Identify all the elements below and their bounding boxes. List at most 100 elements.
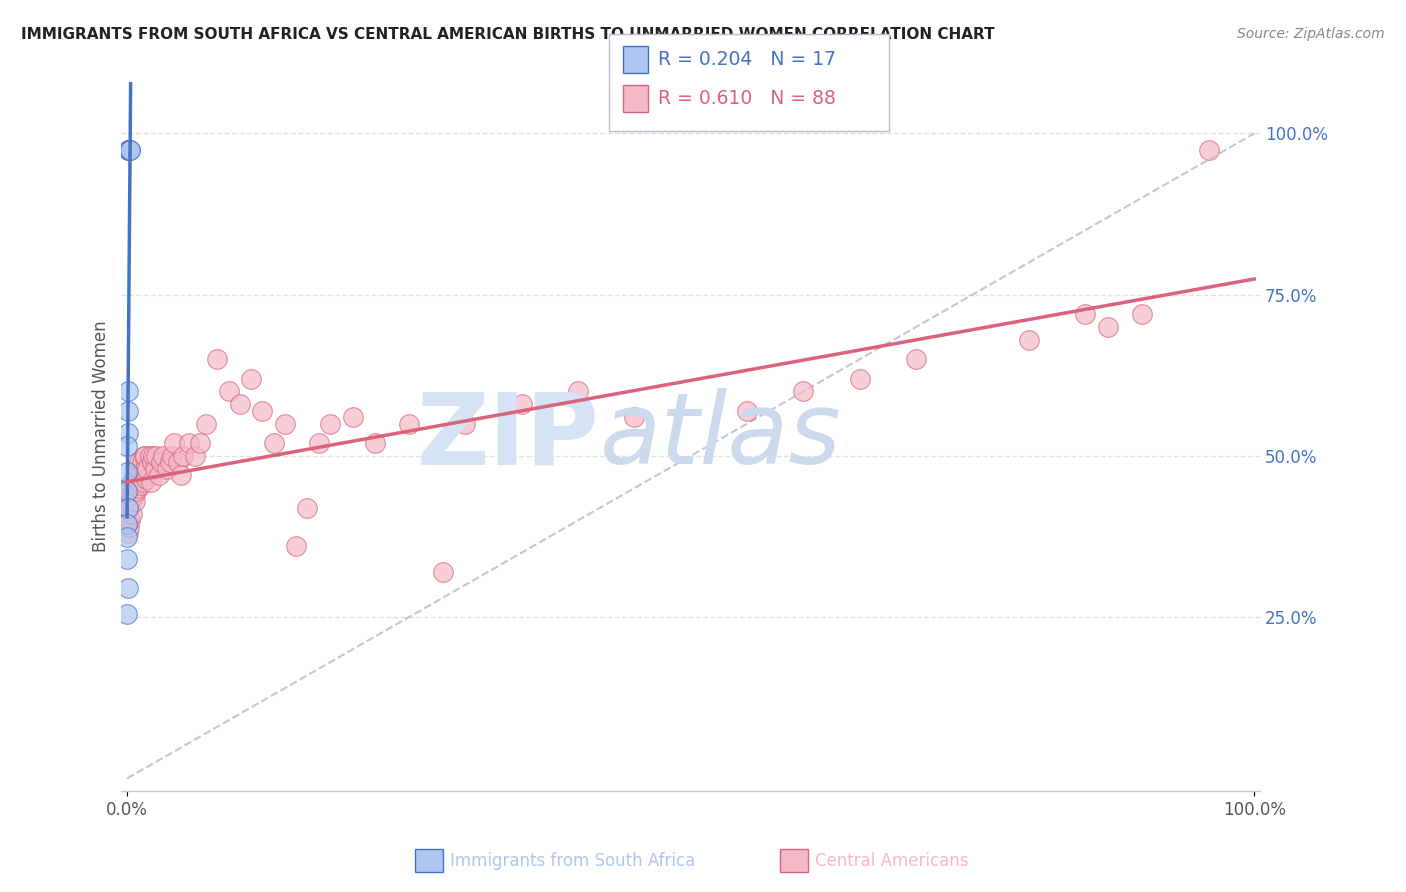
Point (142, 449, 165, 463)
Point (118, 143, 141, 157)
Point (115, 465, 138, 479)
Point (218, 384, 240, 399)
Point (567, 384, 589, 399)
Point (115, 552, 138, 566)
Text: R = 0.204   N = 17: R = 0.204 N = 17 (658, 50, 837, 70)
Point (115, 516, 138, 531)
Point (129, 478, 152, 492)
Point (115, 484, 138, 499)
Point (342, 410, 364, 425)
Point (159, 455, 181, 469)
Point (127, 478, 149, 492)
Point (132, 468, 155, 483)
Point (160, 449, 183, 463)
Point (117, 500, 139, 515)
Point (188, 436, 211, 450)
Point (120, 143, 142, 157)
Point (177, 436, 200, 450)
Point (117, 500, 139, 515)
Point (1198, 143, 1220, 157)
Point (118, 488, 141, 502)
Point (623, 410, 645, 425)
Text: R = 0.610   N = 88: R = 0.610 N = 88 (658, 88, 837, 108)
Text: Source: ZipAtlas.com: Source: ZipAtlas.com (1237, 27, 1385, 41)
Point (364, 436, 387, 450)
Point (132, 475, 155, 489)
Point (792, 384, 814, 399)
Point (172, 449, 194, 463)
Point (308, 436, 330, 450)
Point (1130, 307, 1153, 321)
Point (1097, 320, 1119, 334)
Point (145, 449, 167, 463)
Point (131, 455, 153, 469)
Point (163, 436, 186, 450)
Point (398, 417, 420, 431)
Point (155, 462, 177, 476)
Point (1018, 333, 1040, 347)
Point (125, 468, 148, 483)
Point (166, 455, 188, 469)
Point (117, 491, 139, 505)
Point (127, 462, 149, 476)
Point (117, 143, 139, 157)
Point (132, 449, 155, 463)
Point (115, 504, 138, 518)
Point (117, 581, 139, 595)
Point (207, 352, 229, 367)
Point (143, 462, 166, 476)
Point (124, 475, 146, 489)
Point (735, 404, 758, 418)
Text: Immigrants from South Africa: Immigrants from South Africa (450, 852, 695, 870)
Point (905, 352, 928, 367)
Point (136, 462, 159, 476)
Text: Central Americans: Central Americans (815, 852, 969, 870)
Point (121, 478, 143, 492)
Text: ZIP: ZIP (416, 388, 599, 485)
Point (120, 143, 142, 157)
Y-axis label: Births to Unmarried Women: Births to Unmarried Women (93, 321, 110, 552)
Point (135, 471, 157, 485)
Point (121, 491, 143, 505)
Point (120, 513, 142, 527)
Point (117, 384, 139, 399)
Point (152, 449, 174, 463)
Point (183, 449, 205, 463)
Point (128, 455, 150, 469)
Point (118, 143, 141, 157)
Point (141, 455, 163, 469)
Point (117, 426, 139, 441)
Point (115, 510, 138, 524)
Point (139, 475, 162, 489)
Point (117, 404, 139, 418)
Point (115, 497, 138, 511)
Point (125, 484, 148, 499)
Point (432, 565, 454, 579)
Point (115, 439, 138, 453)
Point (240, 371, 263, 385)
Point (117, 526, 139, 541)
Point (1074, 307, 1097, 321)
Point (138, 449, 160, 463)
Point (454, 417, 477, 431)
Point (117, 507, 139, 521)
Point (170, 468, 193, 483)
Point (118, 520, 141, 534)
Point (128, 475, 150, 489)
Point (115, 516, 138, 531)
Point (194, 417, 217, 431)
Point (121, 475, 143, 489)
Text: atlas: atlas (599, 388, 841, 485)
Point (285, 539, 308, 553)
Point (120, 478, 142, 492)
Point (134, 449, 156, 463)
Point (118, 500, 141, 515)
Point (122, 488, 145, 502)
Point (115, 607, 138, 621)
Point (121, 507, 143, 521)
Point (274, 417, 297, 431)
Point (252, 404, 274, 418)
Point (229, 397, 252, 411)
Point (297, 500, 319, 515)
Point (120, 494, 142, 508)
